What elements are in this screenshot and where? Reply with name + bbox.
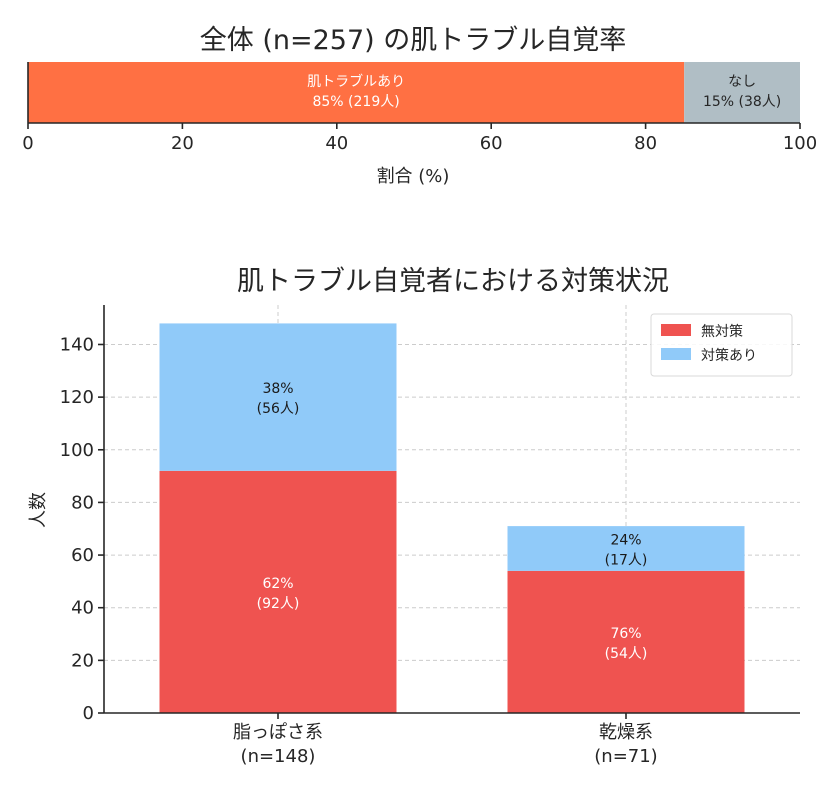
countermeasure-category-label: 乾燥系 — [599, 722, 653, 743]
countermeasure-y-tick-label: 140 — [60, 334, 94, 355]
countermeasure-y-tick-label: 100 — [60, 440, 94, 461]
countermeasure-bar-segment — [159, 470, 397, 713]
overall-tick-label: 0 — [22, 133, 33, 154]
overall-rate-chart: 全体 (n=257) の肌トラブル自覚率 肌トラブルあり 85% (219人) なし… — [22, 25, 817, 187]
countermeasure-category-count: (n=148) — [241, 746, 316, 767]
legend-swatch — [661, 324, 691, 336]
countermeasure-segment-count: (92人) — [257, 596, 300, 612]
countermeasure-bars: 62% (92人) 38% (56人) 76% (54人) 24% (17人) — [159, 323, 745, 713]
countermeasure-y-tick-label: 40 — [71, 598, 94, 619]
legend-label: 無対策 — [701, 323, 743, 340]
countermeasure-chart: 肌トラブル自覚者における対策状況 62% (92人) 38% (56人) 76% (54人… — [28, 266, 800, 767]
countermeasure-y-axis-label: 人数 — [28, 492, 49, 528]
overall-bar-segment — [684, 62, 800, 123]
overall-tick-label: 100 — [783, 133, 817, 154]
countermeasure-category-count: (n=71) — [594, 746, 657, 767]
overall-tick-label: 80 — [634, 133, 657, 154]
countermeasure-bar-segment — [507, 526, 745, 571]
overall-chart-title: 全体 (n=257) の肌トラブル自覚率 — [200, 25, 627, 56]
overall-segment-label: なし — [728, 74, 756, 90]
countermeasure-segment-percent: 62% — [262, 576, 293, 592]
countermeasure-segment-percent: 24% — [610, 532, 641, 548]
countermeasure-segment-percent: 38% — [262, 381, 293, 397]
overall-tick-label: 60 — [480, 133, 503, 154]
overall-segment-value-label: 85% (219人) — [312, 94, 399, 110]
countermeasure-bar-segment — [507, 570, 745, 713]
overall-x-axis-label: 割合 (%) — [377, 166, 450, 187]
countermeasure-y-tick-label: 120 — [60, 387, 94, 408]
countermeasure-axes: 0 20 40 60 80 100 120 140 脂っぽさ系 (n=148) 乾燥系 (n=71) — [60, 305, 800, 767]
overall-segment-value-label: 15% (38人) — [703, 94, 781, 110]
countermeasure-category-label: 脂っぽさ系 — [233, 722, 323, 743]
countermeasure-segment-count: (17人) — [605, 552, 648, 568]
overall-tick-label: 40 — [325, 133, 348, 154]
legend-label: 対策あり — [701, 347, 757, 364]
countermeasure-y-tick-label: 0 — [83, 703, 94, 724]
countermeasure-segment-count: (56人) — [257, 401, 300, 417]
countermeasure-segment-percent: 76% — [610, 626, 641, 642]
countermeasure-y-tick-label: 20 — [71, 650, 94, 671]
overall-bar-segment — [28, 62, 685, 123]
countermeasure-bar-segment — [159, 323, 397, 471]
countermeasure-segment-count: (54人) — [605, 646, 648, 662]
overall-x-axis: 0 20 40 60 80 100 — [22, 62, 817, 154]
overall-bars: 肌トラブルあり 85% (219人) なし 15% (38人) — [28, 62, 800, 123]
countermeasure-y-tick-label: 80 — [71, 492, 94, 513]
legend-swatch — [661, 348, 691, 360]
overall-tick-label: 20 — [171, 133, 194, 154]
countermeasure-chart-title: 肌トラブル自覚者における対策状況 — [237, 266, 669, 297]
countermeasure-y-tick-label: 60 — [71, 545, 94, 566]
overall-segment-label: 肌トラブルあり — [307, 73, 405, 90]
